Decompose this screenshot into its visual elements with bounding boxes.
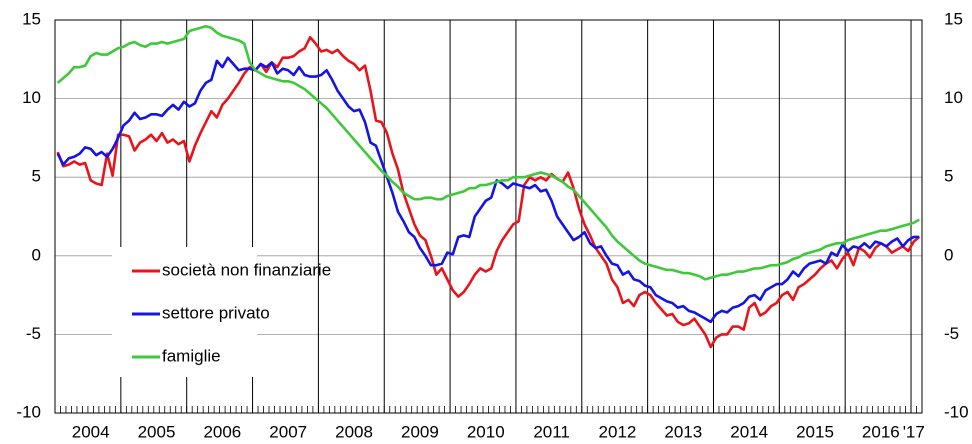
x-tick-label: '17 bbox=[903, 422, 925, 441]
series-line bbox=[56, 35, 921, 349]
x-tick-label: 2006 bbox=[203, 422, 241, 441]
x-tick-label: 2009 bbox=[401, 422, 439, 441]
x-tick-label: 2012 bbox=[599, 422, 637, 441]
x-tick-label: 2011 bbox=[533, 422, 570, 441]
y-tick-label: 0 bbox=[32, 245, 41, 264]
y-tick-label-right: 0 bbox=[944, 245, 953, 264]
legend-label: famiglie bbox=[162, 346, 221, 365]
plot-frame bbox=[54, 19, 923, 414]
y-tick-label: 15 bbox=[22, 9, 41, 28]
y-tick-label: -5 bbox=[26, 324, 41, 343]
legend-label: società non finanziarie bbox=[162, 260, 331, 279]
series-line bbox=[56, 24, 920, 281]
x-tick-label: 2015 bbox=[796, 422, 834, 441]
series-line bbox=[56, 56, 920, 324]
x-tick-label: 2014 bbox=[730, 422, 768, 441]
y-tick-label-right: 10 bbox=[944, 88, 963, 107]
x-tick-label: 2004 bbox=[72, 422, 110, 441]
legend-label: settore privato bbox=[162, 303, 270, 322]
x-tick-label: 2013 bbox=[664, 422, 702, 441]
legend-box bbox=[112, 247, 257, 377]
y-tick-label-right: -10 bbox=[944, 402, 969, 421]
y-tick-label-right: 15 bbox=[944, 9, 963, 28]
x-tick-label: 2010 bbox=[467, 422, 505, 441]
x-tick-label: 2007 bbox=[269, 422, 307, 441]
x-tick-label: 2008 bbox=[335, 422, 373, 441]
y-tick-label: 5 bbox=[32, 167, 41, 186]
x-tick-label: 2016 bbox=[862, 422, 900, 441]
y-tick-label: -10 bbox=[16, 402, 41, 421]
y-tick-label: 10 bbox=[22, 88, 41, 107]
y-tick-label-right: -5 bbox=[944, 324, 959, 343]
y-tick-label-right: 5 bbox=[944, 167, 953, 186]
x-tick-label: 2005 bbox=[138, 422, 176, 441]
